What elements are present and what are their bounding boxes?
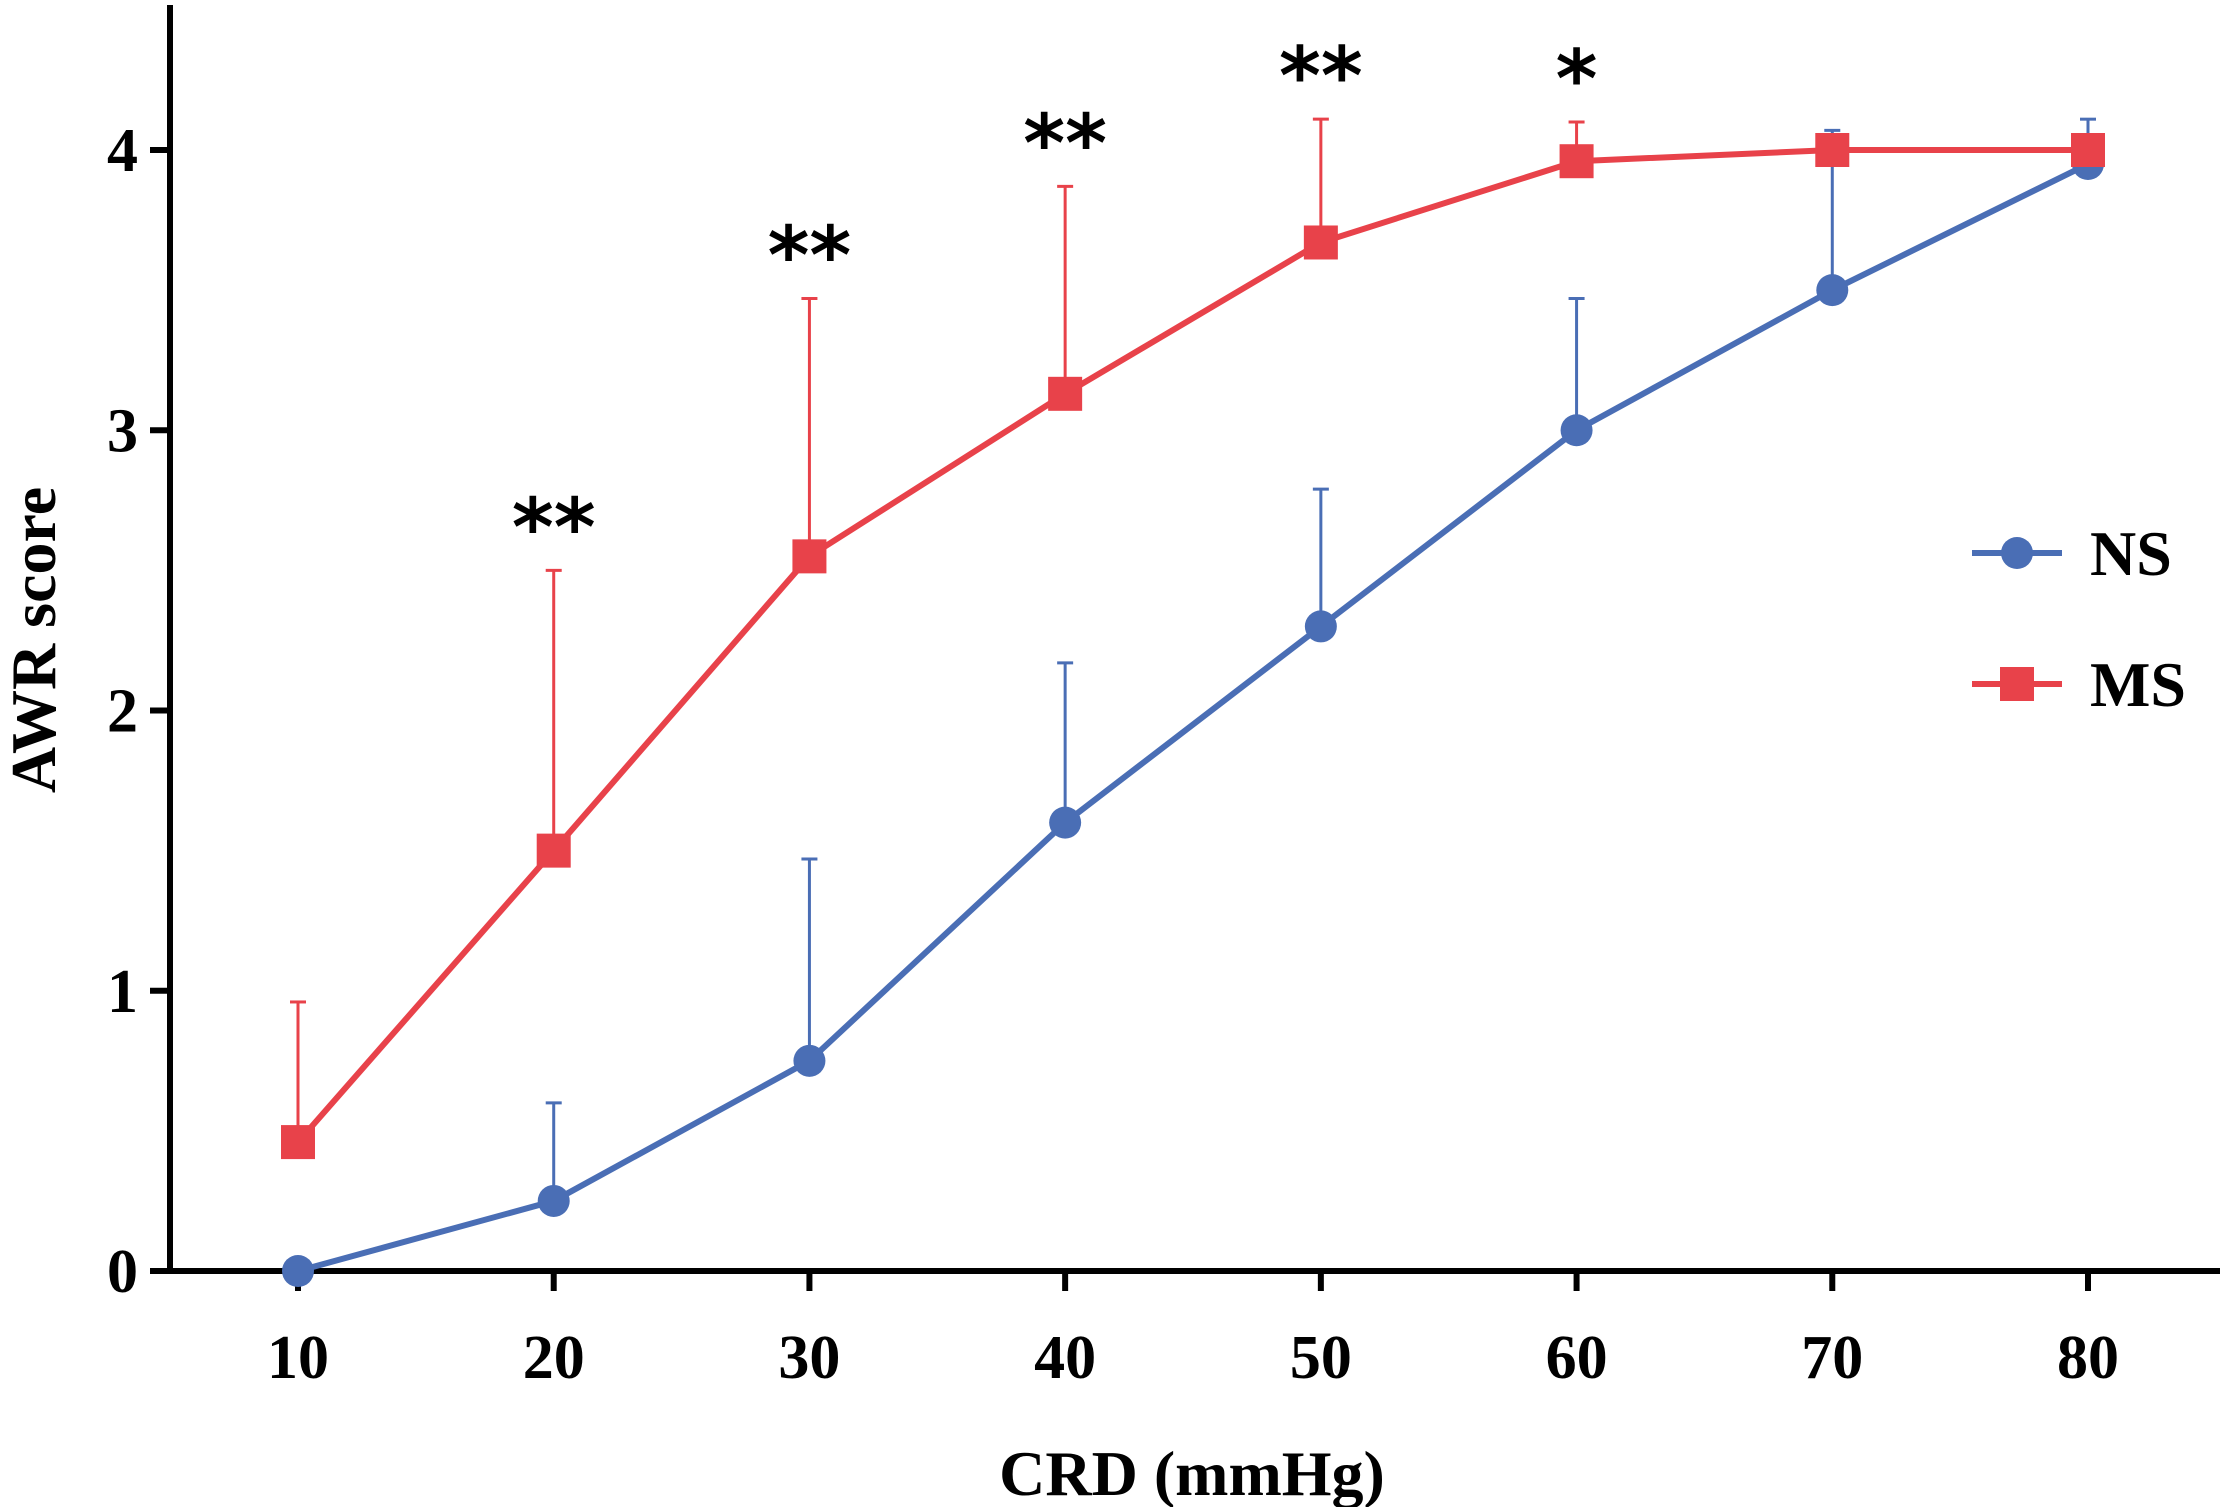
significance-markers: ******** *: [512, 30, 1598, 574]
legend-label-ns: NS: [2090, 518, 2172, 589]
x-tick-label: 40: [1034, 1324, 1096, 1392]
ns-data-point: [1816, 274, 1849, 307]
ms-data-point: [281, 1125, 315, 1160]
ns-data-point: [1049, 806, 1082, 839]
x-ticks: 10 20 30 40 50 60 70 80: [267, 1271, 2119, 1392]
ns-data-point: [793, 1044, 826, 1077]
y-tick-label: 1: [107, 958, 138, 1026]
significance-label: **: [512, 481, 596, 574]
significance-label: *: [1556, 33, 1598, 126]
series-lines: [295, 147, 2090, 1274]
y-tick-label: 4: [107, 117, 138, 185]
ms-data-point: [2071, 133, 2105, 167]
ms-data-point: [792, 539, 827, 574]
x-tick-label: 70: [1801, 1324, 1863, 1392]
ns-series-line: [297, 161, 2090, 1274]
legend-marker-ns: [2001, 537, 2033, 569]
significance-label: **: [1023, 97, 1107, 190]
ms-data-point: [1303, 225, 1338, 260]
y-ticks: 0 1 2 3 4: [107, 117, 170, 1306]
legend-label-ms: MS: [2090, 649, 2186, 720]
error-bars: [290, 117, 2096, 1201]
ms-data-point: [536, 833, 571, 868]
x-tick-label: 30: [778, 1324, 840, 1392]
y-tick-label: 0: [107, 1238, 138, 1306]
x-tick-label: 80: [2057, 1324, 2119, 1392]
y-axis-title: AWR score: [0, 487, 69, 793]
x-tick-label: 60: [1546, 1324, 1608, 1392]
ms-series-line: [295, 147, 2088, 1145]
legend: NS MS: [1972, 518, 2186, 720]
x-tick-label: 10: [267, 1324, 329, 1392]
significance-label: **: [1279, 30, 1363, 123]
x-tick-label: 50: [1290, 1324, 1352, 1392]
y-tick-label: 3: [107, 397, 138, 465]
ns-data-point: [282, 1255, 314, 1287]
y-tick-label: 2: [107, 678, 138, 746]
series-markers: [281, 133, 2105, 1287]
ns-data-point: [1304, 610, 1337, 643]
ns-data-point: [1560, 414, 1593, 447]
significance-label: **: [768, 210, 852, 303]
ms-data-point: [1559, 144, 1594, 179]
axes: [167, 5, 2220, 1274]
ms-data-point: [1048, 376, 1083, 411]
ns-data-point: [537, 1184, 570, 1217]
legend-marker-ms: [2000, 667, 2034, 701]
ms-data-point: [1815, 133, 1850, 167]
x-tick-label: 20: [523, 1324, 585, 1392]
x-axis-title: CRD (mmHg): [999, 1438, 1385, 1507]
